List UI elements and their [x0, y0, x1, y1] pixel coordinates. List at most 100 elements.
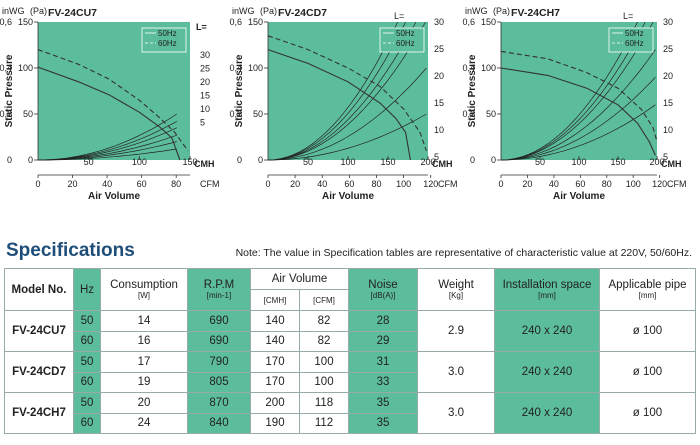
y-tick-label-inwg: 0,6 [229, 17, 242, 27]
hz-cell: 60 [73, 412, 101, 434]
legend-label: 50Hz [396, 29, 415, 38]
resistance-curve-L25 [267, 21, 406, 161]
chart-1: inWG (Pa) FV-24CD700500,21000,41500,6Stati… [229, 6, 457, 202]
L-value: 5 [663, 152, 668, 162]
y-tick-label-inwg: 0 [470, 155, 475, 165]
rpm-cell: 790 [187, 351, 251, 373]
L-value: 30 [663, 17, 673, 27]
table-header-row: Model No. Hz Consumption [W] R.P.M [min-1]… [4, 268, 696, 311]
hz-cell: 60 [73, 330, 101, 352]
resistance-curve-L5 [38, 148, 177, 161]
model-cell: FV-24CH7 [4, 392, 74, 434]
cmh-tick-label: 100 [132, 157, 147, 167]
cfm-tick-label: 20 [290, 179, 300, 189]
cfm-tick-label: 100 [626, 179, 641, 189]
header-applicable-pipe: Applicable pipe [mm] [599, 268, 696, 311]
cfm-cell: 82 [299, 330, 349, 352]
y-unit-pa: (Pa) [493, 6, 510, 16]
table-row: 60 19 805 170 100 33 [5, 371, 696, 393]
cfm-cell: 112 [299, 412, 349, 434]
fan-curve-50Hz [500, 67, 656, 156]
specifications-title: Specifications [6, 240, 135, 261]
performance-charts: inWG (Pa) FV-24CU700500,21000,41500,6Stati… [0, 6, 687, 202]
header-hz: Hz [73, 268, 101, 311]
header-cfm: [CFM] [299, 289, 349, 311]
cfm-tick-label: 60 [137, 179, 147, 189]
header-rpm: R.P.M [min-1] [187, 268, 251, 311]
y-tick-label-pa: 0 [258, 155, 263, 165]
L-value: 30 [200, 50, 210, 60]
header-model: Model No. [4, 268, 74, 311]
specifications-note: Note: The value in Specification tables … [235, 247, 692, 259]
header-installation-space: Installation space [mm] [494, 268, 600, 311]
consumption-cell: 14 [100, 310, 188, 332]
x-unit-cmh: CMH [432, 159, 453, 169]
L-label: L= [623, 11, 633, 21]
table-row: FV-24CD7 50 17 790 170 100 31 3.0 240 x 240 ø 100 [4, 351, 696, 393]
cfm-tick-label: 120 [423, 179, 438, 189]
chart-title: FV-24CD7 [278, 7, 327, 19]
rpm-cell: 690 [187, 330, 251, 352]
chart-0: inWG (Pa) FV-24CU700500,21000,41500,6Stati… [0, 6, 220, 202]
fan-curve-60Hz [267, 35, 427, 151]
cfm-tick-label: 0 [498, 179, 503, 189]
y-tick-label-pa: 50 [486, 109, 496, 119]
y-tick-label-pa: 100 [481, 63, 496, 73]
y-tick-label-pa: 150 [248, 17, 263, 27]
fan-curve-60Hz [37, 49, 189, 152]
L-label: L= [394, 11, 404, 21]
noise-cell: 35 [348, 392, 418, 414]
weight-cell: 2.9 [417, 310, 495, 352]
L-value: 25 [200, 64, 210, 74]
table-row: FV-24CH7 50 20 870 200 118 35 3.0 240 x 240 ø 100 [4, 392, 696, 434]
cfm-tick-label: 40 [549, 179, 559, 189]
y-axis-label: Static Pressure [234, 54, 245, 127]
cfm-tick-label: 80 [171, 179, 181, 189]
legend-label: 50Hz [625, 29, 644, 38]
table-row: FV-24CU7 50 14 690 140 82 28 2.9 240 x 240 ø 100 [4, 310, 696, 352]
cmh-tick-label: 200 [649, 157, 664, 167]
table-subheader-row: [CMH] [CFM] [5, 289, 696, 311]
L-value: 10 [663, 125, 673, 135]
y-tick-label-inwg: 0,6 [0, 17, 12, 27]
x-unit-cmh: CMH [661, 159, 682, 169]
L-value: 15 [663, 98, 673, 108]
cfm-tick-label: 20 [522, 179, 532, 189]
cmh-cell: 190 [250, 412, 300, 434]
resistance-curve-L10 [500, 76, 656, 161]
fan-curve-50Hz [267, 49, 411, 161]
hz-cell: 50 [73, 310, 101, 332]
consumption-cell: 24 [100, 412, 188, 434]
cfm-tick-label: 40 [317, 179, 327, 189]
legend-label: 60Hz [158, 39, 177, 48]
cfm-tick-label: 100 [396, 179, 411, 189]
L-value: 20 [434, 71, 444, 81]
cfm-tick-label: 60 [344, 179, 354, 189]
y-tick-label-inwg: 0,2 [0, 109, 12, 119]
x-unit-cfm: CFM [200, 179, 220, 189]
L-value: 20 [663, 71, 673, 81]
weight-cell: 3.0 [417, 351, 495, 393]
L-value: 25 [434, 44, 444, 54]
y-tick-label-pa: 0 [28, 155, 33, 165]
y-tick-label-pa: 50 [253, 109, 263, 119]
cmh-tick-label: 100 [571, 157, 586, 167]
y-tick-label-inwg: 0 [7, 155, 12, 165]
cfm-tick-label: 0 [265, 179, 270, 189]
chart-title: FV-24CU7 [48, 7, 97, 19]
legend-label: 60Hz [625, 39, 644, 48]
cmh-tick-label: 150 [380, 157, 395, 167]
cmh-tick-label: 150 [610, 157, 625, 167]
pipe-cell: ø 100 [599, 310, 696, 352]
consumption-cell: 19 [100, 371, 188, 393]
y-tick-label-pa: 100 [248, 63, 263, 73]
header-weight: Weight [Kg] [417, 268, 495, 311]
L-value: 20 [200, 77, 210, 87]
header-noise: Noise [dB(A)] [348, 268, 418, 311]
hz-cell: 60 [73, 371, 101, 393]
cfm-cell: 100 [299, 371, 349, 393]
cmh-cell: 140 [250, 330, 300, 352]
consumption-cell: 20 [100, 392, 188, 414]
resistance-curve-L20 [500, 21, 654, 161]
y-tick-label-inwg: 0,2 [229, 109, 242, 119]
